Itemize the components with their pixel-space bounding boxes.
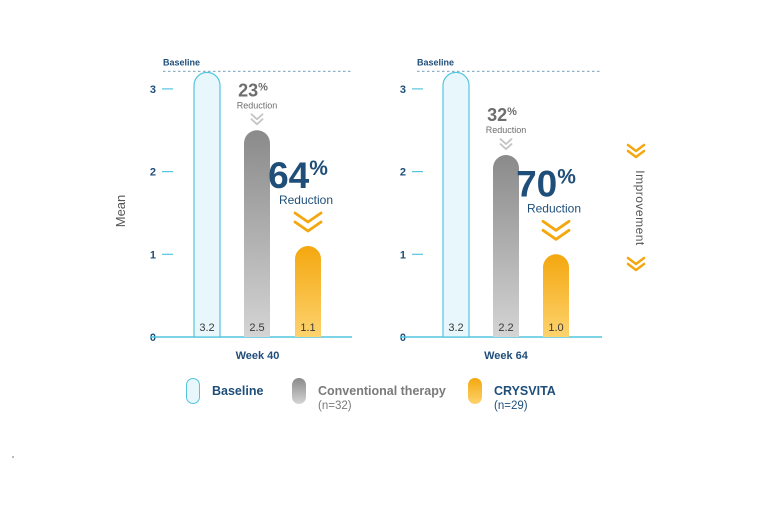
y-tick-label: 1 [150, 249, 156, 261]
legend-swatch-baseline [186, 378, 200, 404]
legend-label-conventional: Conventional therapy [318, 384, 446, 398]
down-chevron-icon [626, 143, 646, 153]
conventional-reduction-label: Reduction [486, 125, 527, 135]
legend-sub-crysvita: (n=29) [494, 400, 528, 412]
bar-baseline [193, 71, 221, 338]
legend-swatch-conventional [292, 378, 306, 404]
down-chevron-icon [499, 138, 513, 145]
bar-value-label: 3.2 [448, 322, 463, 334]
y-axis-title: Mean [113, 195, 128, 228]
bar-crysvita [295, 246, 321, 337]
baseline-reference-label: Baseline [417, 57, 454, 67]
down-chevron-icon [250, 118, 264, 126]
improvement-label: Improvement [633, 170, 647, 246]
y-tick-label: 2 [400, 167, 406, 179]
down-chevron-icon [293, 211, 323, 224]
bar-conventional [244, 130, 270, 337]
x-axis-label: Week 64 [484, 350, 529, 362]
legend-baseline: Baseline [186, 378, 263, 404]
bar-conventional [493, 155, 519, 337]
conventional-reduction-percent: 32% [487, 105, 517, 125]
down-chevron-icon [541, 219, 571, 232]
bar-crysvita [543, 254, 569, 337]
down-chevron-icon [499, 143, 513, 150]
down-chevron-icon [626, 256, 646, 266]
legend-sub-conventional: (n=32) [318, 400, 352, 412]
y-tick-label: 3 [150, 84, 156, 96]
bar-value-label: 2.2 [498, 322, 513, 334]
down-chevron-icon [541, 228, 571, 241]
bar-baseline [442, 71, 470, 338]
y-tick-label: 0 [400, 332, 406, 344]
y-tick-label: 2 [150, 167, 156, 179]
legend-crysvita: CRYSVITA (n=29) [468, 378, 556, 414]
legend-label-baseline: Baseline [212, 384, 264, 398]
crysvita-reduction-label: Reduction [527, 201, 581, 215]
bar-value-label: 3.2 [199, 322, 214, 334]
x-axis-label: Week 40 [236, 350, 280, 362]
down-chevron-icon [626, 149, 646, 159]
legend-swatch-crysvita [468, 378, 482, 404]
conventional-reduction-percent: 23% [238, 80, 268, 100]
legend-conventional: Conventional therapy (n=32) [292, 378, 446, 414]
bar-value-label: 1.0 [548, 322, 563, 334]
legend-label-crysvita: CRYSVITA [494, 384, 556, 398]
down-chevron-icon [293, 220, 323, 233]
down-chevron-icon [626, 262, 646, 272]
y-tick-label: 1 [400, 249, 406, 261]
y-tick-label: 0 [150, 332, 156, 344]
crysvita-reduction-percent: 64% [268, 155, 328, 196]
bar-value-label: 1.1 [300, 322, 315, 334]
crysvita-reduction-label: Reduction [279, 193, 333, 207]
bar-value-label: 2.5 [249, 322, 264, 334]
y-tick-label: 3 [400, 84, 406, 96]
down-chevron-icon [250, 113, 264, 121]
crysvita-reduction-percent: 70% [516, 163, 576, 204]
baseline-reference-label: Baseline [163, 57, 200, 67]
page-dot [12, 456, 14, 458]
conventional-reduction-label: Reduction [237, 100, 278, 110]
